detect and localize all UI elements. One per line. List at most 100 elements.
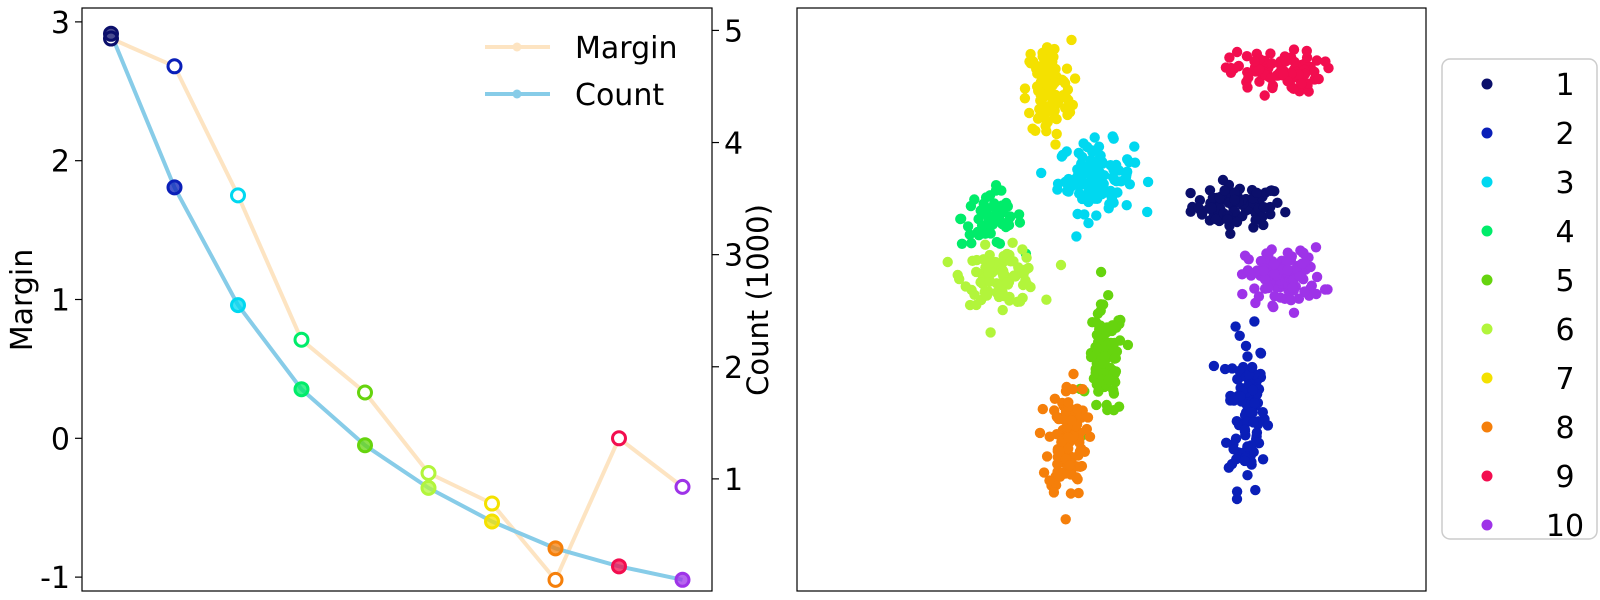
scatter-point (1091, 210, 1102, 221)
y-tick-label: 1 (51, 284, 70, 319)
scatter-point (980, 239, 991, 250)
scatter-point (1208, 360, 1220, 372)
scatter-point (1206, 202, 1217, 214)
scatter-point (942, 256, 953, 268)
scatter-point (1046, 104, 1057, 116)
margin-point (166, 58, 183, 75)
y-tick-label: 0 (51, 422, 70, 457)
scatter-point (1242, 441, 1253, 452)
scatter-point (1109, 337, 1120, 349)
scatter-point (1044, 431, 1055, 442)
scatter-point (1298, 247, 1309, 258)
scatter-point (1063, 443, 1074, 454)
scatter-point (1319, 284, 1331, 295)
margin-point (484, 495, 500, 512)
scatter-point (1241, 51, 1253, 62)
scatter-point (1063, 397, 1074, 408)
scatter-point (1269, 268, 1280, 279)
scatter-point (1250, 214, 1261, 226)
scatter-point (1214, 192, 1226, 204)
scatter-point (978, 254, 989, 265)
scatter-point (1221, 437, 1232, 448)
legend-marker (1481, 127, 1493, 139)
scatter-point (956, 238, 968, 249)
line-series-group (103, 25, 691, 588)
scatter-point (985, 327, 996, 338)
count-point (230, 297, 246, 314)
margin-point (674, 478, 691, 495)
margin-point (230, 187, 246, 204)
scatter-point (1262, 420, 1274, 431)
margin-point (611, 430, 627, 447)
scatter-point (1225, 228, 1236, 239)
y-axis-label: Margin (5, 249, 40, 351)
scatter-point (1095, 266, 1107, 278)
scatter-point (1288, 44, 1300, 55)
secondary-y-axis-label: Count (1000) (741, 204, 775, 396)
scatter-point (1251, 427, 1263, 438)
scatter-point (1102, 404, 1113, 416)
scatter-point (1247, 361, 1258, 373)
scatter-point (1313, 73, 1324, 85)
scatter-point (1231, 493, 1243, 505)
scatter-point (1108, 197, 1119, 208)
scatter-point (1038, 54, 1050, 65)
scatter-point (1073, 147, 1085, 159)
scatter-point (1075, 179, 1086, 191)
scatter-point (1249, 56, 1260, 67)
legend-label: 7 (1555, 362, 1574, 397)
scatter-point (1320, 56, 1331, 67)
scatter-point (1258, 219, 1269, 231)
scatter-point (1092, 163, 1103, 174)
scatter-point (1044, 475, 1055, 486)
scatter-point (1069, 73, 1081, 84)
scatter-point (1242, 265, 1254, 276)
scatter-point (1107, 172, 1119, 183)
scatter-point (1278, 68, 1289, 80)
margin-series-line (110, 36, 684, 582)
scatter-point (1311, 288, 1322, 300)
legend-marker (1481, 323, 1493, 335)
left-y-axis: 3 2 1 0 -1 (40, 6, 82, 596)
secondary-y-tick-label: 1 (724, 463, 743, 498)
legend-label: 2 (1555, 117, 1574, 152)
legend-marker (1481, 274, 1493, 286)
secondary-y-tick-label: 3 (724, 239, 743, 274)
scatter-point (1239, 455, 1250, 467)
scatter-point (1071, 472, 1082, 484)
scatter-point (1222, 214, 1233, 225)
count-point (674, 571, 691, 588)
scatter-point (1108, 388, 1120, 399)
scatter-point (1254, 76, 1265, 87)
secondary-y-tick-label: 5 (724, 14, 743, 49)
scatter-point (1245, 407, 1257, 418)
legend-label: 5 (1555, 264, 1574, 299)
scatter-point (1121, 169, 1132, 180)
scatter-point (1103, 374, 1114, 385)
scatter-point (1294, 271, 1305, 282)
scatter-point (1033, 61, 1044, 72)
scatter-point (1289, 56, 1300, 68)
scatter-point (1258, 265, 1269, 276)
scatter-point (1062, 432, 1074, 443)
scatter-point (1224, 52, 1235, 63)
scatter-point (1263, 282, 1274, 294)
scatter-point (952, 269, 963, 281)
scatter-point (1049, 43, 1060, 55)
legend-marker (1481, 421, 1493, 433)
scatter-point (1129, 141, 1140, 152)
scatter-point (1093, 171, 1105, 182)
scatter-point (1062, 84, 1074, 95)
margin-point (547, 571, 564, 588)
scatter-point (1280, 207, 1291, 218)
scatter-point (1050, 139, 1061, 150)
scatter-point (1073, 487, 1084, 499)
scatter-point (1142, 206, 1153, 218)
scatter-point (1048, 487, 1060, 498)
scatter-point (1057, 149, 1069, 161)
scatter-point (1049, 77, 1060, 89)
scatter-point (1282, 247, 1294, 258)
legend-label: Margin (575, 31, 677, 66)
scatter-point (1087, 146, 1098, 157)
scatter-point (1251, 187, 1263, 198)
